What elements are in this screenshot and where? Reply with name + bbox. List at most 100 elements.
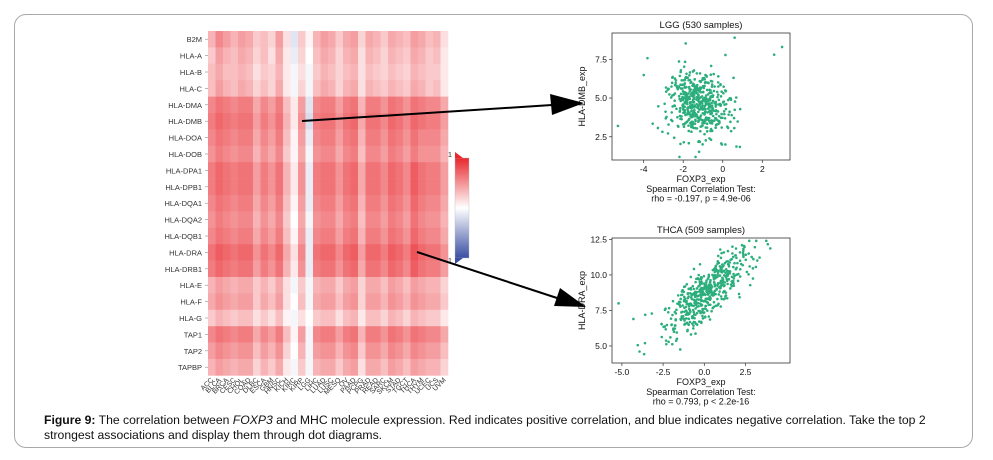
scatter-point <box>736 261 739 265</box>
heatmap-cell <box>350 195 359 212</box>
scatter-point <box>679 297 682 301</box>
heatmap-cell <box>373 96 381 114</box>
scatter-point <box>699 114 703 117</box>
scatter-point <box>664 307 667 310</box>
heatmap-cell <box>440 359 449 376</box>
heatmap-cell <box>395 326 404 343</box>
scatter-point <box>682 285 686 289</box>
heatmap-cell <box>268 80 276 97</box>
scatter-point <box>714 109 718 113</box>
heatmap-cell <box>388 293 396 311</box>
heatmap-cell <box>298 31 306 48</box>
heatmap-cell <box>320 342 329 360</box>
heatmap-cell <box>433 244 441 261</box>
x-tick-label: -4 <box>640 164 648 174</box>
heatmap-cell <box>298 244 306 261</box>
heatmap-cell <box>245 342 254 360</box>
scatter-point <box>716 260 720 263</box>
heatmap-cell <box>335 178 344 196</box>
scatter-point <box>705 103 708 106</box>
heatmap-cell <box>343 195 351 212</box>
heatmap-cell <box>320 96 329 114</box>
scatter-point <box>738 267 742 271</box>
heatmap-cell <box>320 244 329 261</box>
heatmap-cell <box>245 47 254 65</box>
scatter-point <box>722 297 726 301</box>
heatmap-cell <box>275 31 284 48</box>
scatter-point <box>697 298 701 301</box>
heatmap-cell <box>358 113 366 130</box>
scatter-point <box>699 80 702 83</box>
scatter-point <box>688 71 692 74</box>
heatmap-cell <box>238 293 246 311</box>
scatter-point <box>695 287 699 290</box>
scatter-point <box>689 302 693 306</box>
heatmap-cell <box>343 31 351 48</box>
heatmap-cell <box>343 342 351 360</box>
heatmap-cell <box>230 162 239 179</box>
scatter-point <box>686 329 689 333</box>
heatmap-cell <box>253 326 261 343</box>
scatter-point <box>730 257 733 261</box>
scatter-point <box>701 78 704 82</box>
scatter-point <box>714 117 718 120</box>
scatter-point <box>705 74 708 78</box>
heatmap-cell <box>388 96 396 114</box>
heatmap-cell <box>215 145 224 163</box>
heatmap-cell <box>380 145 389 163</box>
heatmap-cell <box>358 145 366 163</box>
heatmap-cell <box>208 211 216 229</box>
heatmap-cell <box>365 326 374 343</box>
figure-caption: Figure 9: The correlation between FOXP3 … <box>44 413 954 443</box>
scatter-point <box>718 248 722 251</box>
heatmap-cell <box>358 244 366 261</box>
heatmap-cell <box>365 277 374 294</box>
heatmap-cell <box>373 293 381 311</box>
scatter-point <box>710 91 713 95</box>
heatmap-cell <box>395 129 404 147</box>
heatmap-cell <box>418 244 426 261</box>
heatmap-cell <box>425 227 434 245</box>
heatmap-row-label: HLA-G <box>179 314 202 323</box>
heatmap-cell <box>208 80 216 97</box>
scatter-point <box>727 263 731 267</box>
heatmap-cell <box>238 227 246 245</box>
scatter-point <box>715 287 719 291</box>
heatmap-cell <box>313 129 321 147</box>
scatter-point <box>718 274 722 277</box>
heatmap-cell <box>298 113 306 130</box>
scatter-point <box>720 251 723 255</box>
scatter-point <box>692 312 696 316</box>
scatter-point <box>717 98 721 102</box>
heatmap-cell <box>298 145 306 163</box>
scatter-point <box>668 93 671 96</box>
scatter-point <box>689 80 693 84</box>
heatmap-cell <box>425 293 434 311</box>
heatmap-cell <box>335 277 344 294</box>
heatmap-cell <box>403 178 411 196</box>
scatter-point <box>721 284 725 287</box>
scatter-point <box>719 116 723 120</box>
heatmap-cell <box>403 96 411 114</box>
heatmap-cell <box>335 260 344 278</box>
scatter-point <box>694 119 697 123</box>
scatter-point <box>682 140 686 144</box>
heatmap-cell <box>425 326 434 343</box>
heatmap-cell <box>208 178 216 196</box>
heatmap-cell <box>223 80 231 97</box>
scatter-point <box>699 290 702 293</box>
scatter-point <box>737 292 741 296</box>
scatter-point <box>700 286 703 290</box>
scatter-point <box>698 89 701 92</box>
scatter-point <box>745 270 749 274</box>
scatter-point <box>742 255 745 259</box>
scatter-point <box>705 97 709 101</box>
scatter-point <box>698 129 702 133</box>
scatter-point <box>701 143 704 146</box>
heatmap-cell <box>290 113 299 130</box>
heatmap-cell <box>350 129 359 147</box>
heatmap-cell <box>425 31 434 48</box>
scatter-lgg: LGG (530 samples) -4 -2 0 2 2.5 5.0 7.5 FOXP3_ex… <box>577 20 791 204</box>
heatmap-cell <box>290 227 299 245</box>
heatmap-cell <box>313 309 321 327</box>
